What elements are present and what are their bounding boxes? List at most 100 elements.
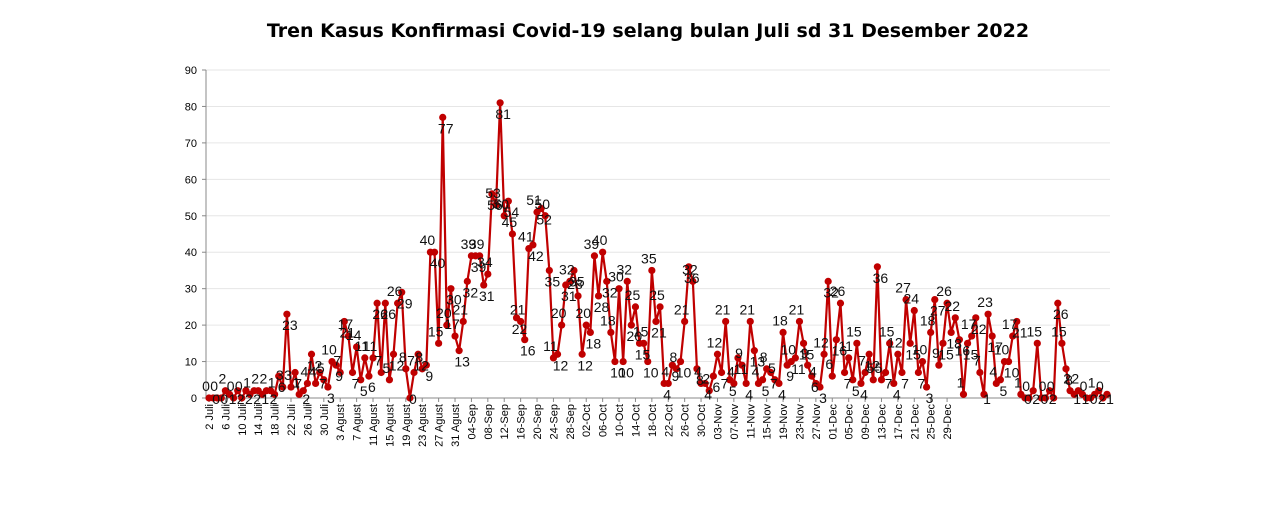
x-tick-label: 15 Agust	[384, 404, 396, 447]
x-tick-label: 23-Nov	[794, 404, 806, 440]
data-point	[611, 357, 619, 366]
data-label: 23	[977, 294, 993, 310]
data-point	[348, 368, 357, 377]
data-label: 22	[971, 321, 987, 337]
data-point	[849, 376, 857, 384]
data-label: 5	[360, 383, 368, 399]
data-label: 26	[936, 283, 952, 299]
data-label: 16	[520, 343, 536, 359]
data-label: 1	[957, 374, 965, 390]
x-tick-label: 04-Sep	[466, 404, 478, 439]
x-tick-label: 01-Dec	[827, 404, 839, 440]
x-tick-label: 26-Oct	[680, 404, 692, 437]
data-label: 12	[413, 357, 429, 373]
data-label: 20	[436, 305, 452, 321]
data-point	[890, 379, 898, 388]
data-label: 22	[512, 321, 528, 337]
x-tick-label: 20-Sep	[532, 404, 544, 439]
data-label: 2	[251, 371, 259, 387]
data-point	[631, 303, 640, 311]
data-point	[504, 197, 512, 205]
data-label: 2	[1071, 371, 1079, 387]
data-point	[332, 361, 340, 369]
data-point	[430, 248, 439, 256]
data-label: 7	[333, 352, 341, 368]
data-label: 45	[502, 214, 518, 230]
data-point	[496, 99, 504, 107]
data-point	[689, 277, 697, 285]
data-point	[746, 317, 754, 326]
data-point	[869, 376, 877, 384]
data-point	[738, 361, 746, 369]
data-point	[959, 390, 968, 398]
data-point	[775, 379, 783, 388]
x-tick-label: 27 Agust	[434, 404, 446, 447]
data-point	[914, 368, 922, 377]
data-label: 21	[452, 301, 468, 317]
data-label: 2	[219, 371, 227, 387]
data-point	[701, 379, 709, 388]
data-point	[713, 350, 722, 358]
data-point	[316, 368, 324, 377]
data-label: 18	[586, 335, 602, 351]
data-label: 12	[707, 334, 723, 350]
data-point	[1058, 339, 1066, 347]
x-tick-label: 12-Sep	[499, 404, 511, 439]
data-label: 11	[734, 361, 749, 377]
data-label: 4	[893, 386, 901, 402]
data-label: 15	[1051, 323, 1067, 339]
data-point	[898, 368, 906, 377]
data-label: 7	[352, 375, 360, 391]
data-point	[922, 383, 931, 391]
data-point	[517, 317, 525, 326]
data-label: 21	[739, 301, 755, 317]
data-label: 21	[510, 301, 526, 317]
data-point	[742, 379, 750, 388]
data-label: 8	[399, 349, 407, 365]
data-point	[836, 299, 845, 307]
data-label: 8	[670, 349, 678, 365]
data-label: 11	[543, 338, 558, 354]
data-point	[521, 336, 529, 344]
data-label: 32	[682, 261, 698, 277]
data-point	[676, 357, 685, 366]
data-label: 2	[1032, 391, 1040, 407]
data-point	[750, 347, 758, 355]
data-label: 10	[994, 342, 1010, 358]
data-label: 21	[715, 301, 731, 317]
data-point	[578, 350, 586, 358]
data-label: 26	[387, 283, 403, 299]
data-label: 7	[374, 352, 382, 368]
data-point	[1045, 387, 1054, 395]
x-tick-label: 06-Oct	[598, 404, 610, 437]
data-point	[238, 394, 246, 402]
data-label: 1	[292, 374, 300, 390]
data-label: 41	[518, 229, 534, 245]
data-label: 28	[594, 299, 610, 315]
y-tick-label: 80	[185, 101, 197, 113]
data-label: 9	[735, 345, 743, 361]
data-point	[816, 383, 824, 391]
data-point	[1103, 390, 1111, 398]
data-label: 18	[600, 312, 616, 328]
data-label: 2	[260, 371, 268, 387]
x-tick-label: 15-Nov	[762, 404, 774, 440]
data-label: 21	[651, 324, 667, 340]
data-label: 9	[801, 345, 809, 361]
data-label: 18	[920, 312, 936, 328]
data-point	[894, 350, 902, 358]
data-point	[283, 310, 291, 318]
data-point	[656, 303, 664, 311]
x-tick-label: 07-Nov	[729, 404, 741, 440]
data-label: 10	[1004, 365, 1020, 381]
data-label: 4	[745, 386, 753, 402]
data-label: 21	[789, 301, 805, 317]
data-point	[734, 354, 742, 362]
data-point	[881, 368, 890, 377]
data-label: 4	[301, 363, 309, 379]
data-label: 21	[340, 324, 356, 340]
data-point	[299, 387, 307, 395]
data-label: 12	[577, 357, 593, 373]
data-point	[627, 321, 635, 329]
data-point	[853, 339, 861, 347]
